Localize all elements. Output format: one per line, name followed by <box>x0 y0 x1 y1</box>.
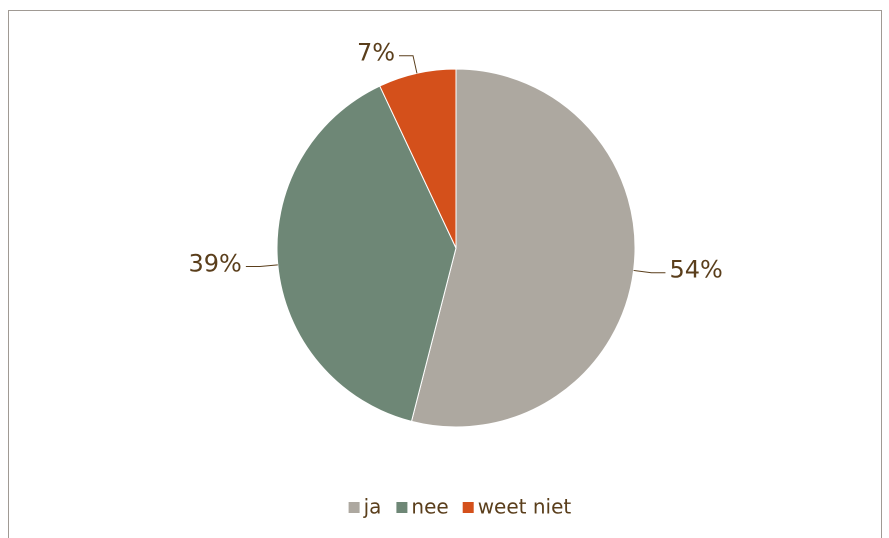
leader-line <box>633 269 666 274</box>
data-label: 7% <box>357 39 395 67</box>
pie-slice <box>410 68 636 428</box>
data-label: 54% <box>669 256 722 284</box>
legend-label: nee <box>411 495 448 519</box>
legend-swatch <box>462 502 474 513</box>
legend-label: ja <box>363 495 382 519</box>
legend-swatch <box>348 502 360 513</box>
legend-label: weet niet <box>478 495 572 519</box>
legend-swatch <box>396 502 408 513</box>
leader-line <box>245 264 278 268</box>
pie-slice <box>276 85 457 422</box>
leader-line <box>399 55 418 74</box>
data-label: 39% <box>189 250 242 278</box>
